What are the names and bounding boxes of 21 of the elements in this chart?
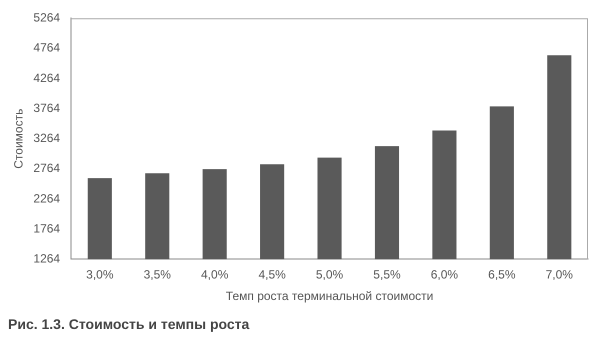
y-tick-label: 3764 — [33, 100, 60, 115]
y-tick-label: 4764 — [33, 40, 60, 55]
x-tick-label: 6,5% — [488, 268, 516, 282]
x-tick-label: 5,5% — [373, 268, 401, 282]
y-tick-label: 5264 — [33, 10, 60, 25]
x-tick-label: 4,5% — [258, 268, 286, 282]
y-tick-label: 2264 — [33, 191, 60, 206]
x-tick-label: 4,0% — [201, 268, 229, 282]
x-tick-label: 3,5% — [144, 268, 172, 282]
text: Рис. 1.3. Стоимость и темпы роста — [8, 316, 250, 332]
x-tick-label: 6,0% — [430, 268, 458, 282]
x-tick-label: 7,0% — [546, 268, 574, 282]
x-tick-label: 3,0% — [86, 268, 114, 282]
y-tick-label: 3264 — [33, 131, 60, 146]
y-tick-label: 1764 — [33, 221, 60, 236]
x-tick-label: 5,0% — [316, 268, 344, 282]
y-axis-title: Стоимость — [12, 108, 26, 169]
y-tick-label: 1264 — [33, 252, 60, 266]
y-tick-label: 4264 — [33, 70, 60, 85]
y-tick-label: 2764 — [33, 161, 60, 176]
x-axis-title: Темп роста терминальной стоимости — [226, 289, 434, 304]
